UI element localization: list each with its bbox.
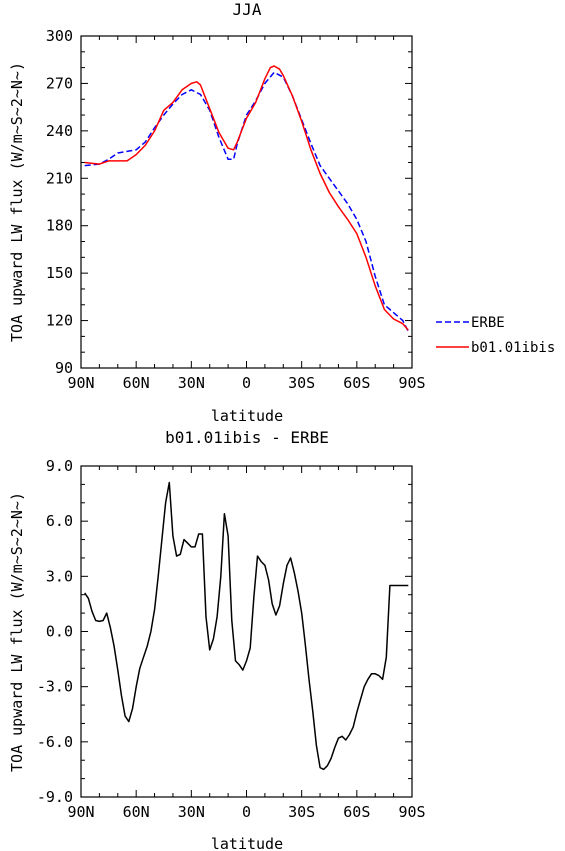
top-x-tick-label: 30S [288, 374, 315, 392]
top-y-tick-label: 270 [46, 74, 73, 92]
top-series-line-erbe [84, 71, 409, 332]
top-x-tick-label: 90N [67, 374, 94, 392]
bottom-y-tick-label: 6.0 [46, 512, 73, 530]
legend-label-b01-01ibis: b01.01ibis [471, 340, 555, 356]
top-x-tick-label: 0 [242, 374, 251, 392]
top-x-tick-label: 60S [343, 374, 370, 392]
top-x-tick-label: 90S [398, 374, 425, 392]
top-y-tick-label: 150 [46, 264, 73, 282]
bottom-y-tick-label: 9.0 [46, 457, 73, 475]
top-y-tick-label: 90 [55, 359, 73, 377]
bottom-x-tick-label: 60S [343, 803, 370, 821]
bottom-y-tick-label: -3.0 [37, 678, 73, 696]
top-x-tick-label: 30N [178, 374, 205, 392]
top-y-tick-label: 180 [46, 217, 73, 235]
top-chart-x-axis-label: latitude [211, 407, 283, 425]
bottom-x-tick-label: 0 [242, 803, 251, 821]
top-chart: JJA 90N 60N 30N 0 30S 60S 90S 90 120 150 180 210 240… [8, 0, 555, 425]
bottom-x-tick-label: 30S [288, 803, 315, 821]
bottom-x-tick-label: 30N [178, 803, 205, 821]
bottom-series-line-0 [84, 481, 409, 771]
top-y-tick-label: 120 [46, 312, 73, 330]
bottom-y-tick-label: -6.0 [37, 733, 73, 751]
bottom-chart: b01.01ibis - ERBE 90N 60N 30N 0 30S 60S 90S -9.… [8, 428, 426, 851]
top-y-tick-label: 300 [46, 27, 73, 45]
top-chart-plot-frame [80, 35, 413, 369]
top-chart-y-axis-label: TOA upward LW flux (W/m~S~2~N~) [8, 62, 26, 342]
bottom-chart-plot-frame [80, 465, 413, 798]
bottom-y-tick-label: -9.0 [37, 788, 73, 806]
bottom-chart-y-axis-label: TOA upward LW flux (W/m~S~2~N~) [8, 492, 26, 772]
bottom-y-tick-label: 0.0 [46, 623, 73, 641]
bottom-chart-x-axis-label: latitude [211, 835, 283, 851]
bottom-chart-title: b01.01ibis - ERBE [165, 428, 329, 447]
top-x-tick-label: 60N [123, 374, 150, 392]
bottom-x-tick-label: 90N [67, 803, 94, 821]
legend-label-erbe: ERBE [471, 315, 505, 331]
top-chart-title: JJA [233, 0, 262, 19]
top-y-tick-label: 210 [46, 169, 73, 187]
bottom-x-tick-label: 90S [398, 803, 425, 821]
bottom-x-tick-label: 60N [123, 803, 150, 821]
top-y-tick-label: 240 [46, 122, 73, 140]
top-chart-legend: ERBE b01.01ibis [436, 315, 555, 356]
top-series-line-b01-01ibis [84, 65, 409, 331]
bottom-y-tick-label: 3.0 [46, 567, 73, 585]
